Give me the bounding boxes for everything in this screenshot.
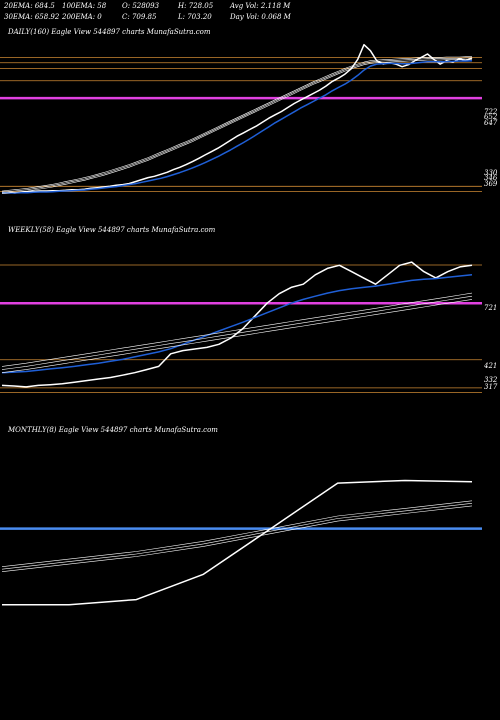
monthly-series-avg1 <box>1 500 473 567</box>
monthly-series-avg3 <box>1 505 473 572</box>
weekly-series-ema <box>1 274 473 374</box>
weekly-price-label-1: 421 <box>483 362 497 370</box>
header-open: O: 528093 <box>122 2 160 10</box>
daily-series-avg3 <box>1 59 472 194</box>
monthly-panel-title: MONTHLY(8) Eagle View 544897 charts Muna… <box>8 426 218 434</box>
header-20ema: 20EMA: 684.5 <box>4 2 55 10</box>
daily-price-label-4: 346 <box>484 174 498 182</box>
monthly-series-price <box>2 479 473 606</box>
daily-series-price <box>2 43 473 194</box>
weekly-panel-title: WEEKLY(58) Eagle View 544897 charts Muna… <box>8 226 216 234</box>
daily-series-ema <box>2 59 473 194</box>
header-high: H: 728.05 <box>178 2 214 10</box>
weekly-series-avg3 <box>1 299 473 373</box>
daily-panel-title: DAILY(160) Eagle View 544897 charts Muna… <box>8 28 211 36</box>
weekly-series-avg1 <box>1 292 473 367</box>
daily-price-label-0: 722 <box>484 108 498 116</box>
daily-price-label-2: 647 <box>484 119 498 127</box>
header-day-vol: Day Vol: 0.068 M <box>230 13 291 21</box>
header-100ema: 100EMA: 58 <box>62 2 107 10</box>
weekly-price-label-0: 721 <box>484 304 497 312</box>
monthly-panel <box>0 479 482 606</box>
header-30ema: 30EMA: 658.92 <box>4 13 60 21</box>
daily-price-label-3: 330 <box>484 169 498 177</box>
weekly-series-avg2 <box>1 295 473 370</box>
daily-series-avg2 <box>1 57 472 193</box>
weekly-price-label-3: 317 <box>484 383 498 391</box>
daily-series-avg1 <box>1 56 472 192</box>
header-low: L: 703.20 <box>178 13 212 21</box>
header-avg-vol: Avg Vol: 2.118 M <box>230 2 291 10</box>
monthly-series-avg2 <box>1 503 473 570</box>
header-close: C: 709.85 <box>122 13 157 21</box>
daily-price-label-1: 652 <box>484 113 498 121</box>
daily-price-label-5: 369 <box>484 180 498 188</box>
header-200ema: 200EMA: 0 <box>62 13 102 21</box>
weekly-price-label-2: 332 <box>484 376 498 384</box>
